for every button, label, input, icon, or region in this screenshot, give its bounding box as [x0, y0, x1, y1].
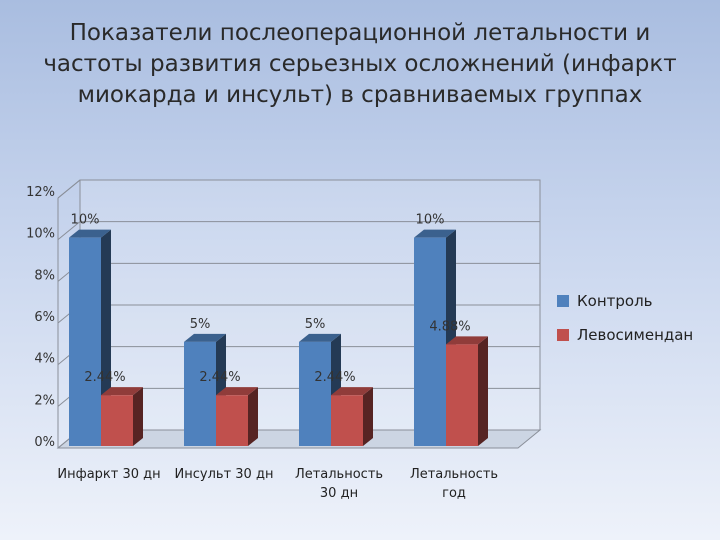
- chart-title: Показатели послеоперационной летальности…: [43, 20, 677, 108]
- legend-swatch-control: [557, 295, 569, 307]
- x-tick-label: Инфаркт 30 дн: [57, 467, 160, 482]
- bar: [216, 395, 248, 446]
- data-label: 10%: [71, 213, 100, 228]
- bar-top: [69, 229, 111, 238]
- data-label: 10%: [416, 213, 445, 228]
- bar: [446, 344, 478, 446]
- y-tick-label: 2%: [34, 393, 55, 408]
- bar-top: [216, 387, 258, 396]
- x-tick-label: Летальность: [410, 467, 498, 482]
- data-label: 5%: [305, 317, 326, 332]
- x-tick-label: Инсульт 30 дн: [175, 467, 274, 482]
- data-label: 2.44%: [314, 370, 355, 385]
- bar-side: [133, 387, 143, 446]
- bar-top: [184, 333, 226, 342]
- legend-item-control: Контроль: [557, 290, 693, 312]
- bar-top: [414, 229, 456, 238]
- data-label: 4.88%: [429, 319, 470, 334]
- x-tick-label: Летальность: [295, 467, 383, 482]
- bar-top: [331, 387, 373, 396]
- y-tick-label: 8%: [34, 268, 55, 283]
- x-tick-label: год: [442, 486, 466, 501]
- data-label: 2.44%: [199, 370, 240, 385]
- bar: [414, 237, 446, 446]
- y-tick-label: 10%: [26, 227, 55, 242]
- legend-swatch-levosimendan: [557, 329, 569, 341]
- gridline-side: [57, 179, 81, 199]
- bar-top: [446, 336, 488, 345]
- data-label: 2.44%: [84, 370, 125, 385]
- bar: [299, 341, 331, 446]
- bar: [101, 395, 133, 446]
- bar: [184, 341, 216, 446]
- bar-side: [363, 387, 373, 446]
- bar-side: [248, 387, 258, 446]
- bar-top: [299, 333, 341, 342]
- legend-item-levosimendan: Левосимендан: [557, 324, 693, 346]
- gridline-side: [57, 221, 81, 241]
- data-label: 5%: [190, 317, 211, 332]
- legend-label-control: Контроль: [577, 292, 653, 310]
- x-tick-label: 30 дн: [320, 486, 358, 501]
- y-tick-label: 0%: [34, 435, 55, 450]
- bar-top: [101, 387, 143, 396]
- y-tick-label: 4%: [34, 352, 55, 367]
- y-tick-label: 6%: [34, 310, 55, 325]
- legend: Контроль Левосимендан: [557, 290, 693, 358]
- y-tick-label: 12%: [26, 185, 55, 200]
- bar-side: [478, 336, 488, 446]
- legend-label-levosimendan: Левосимендан: [577, 326, 694, 344]
- bar: [69, 237, 101, 446]
- bar: [331, 395, 363, 446]
